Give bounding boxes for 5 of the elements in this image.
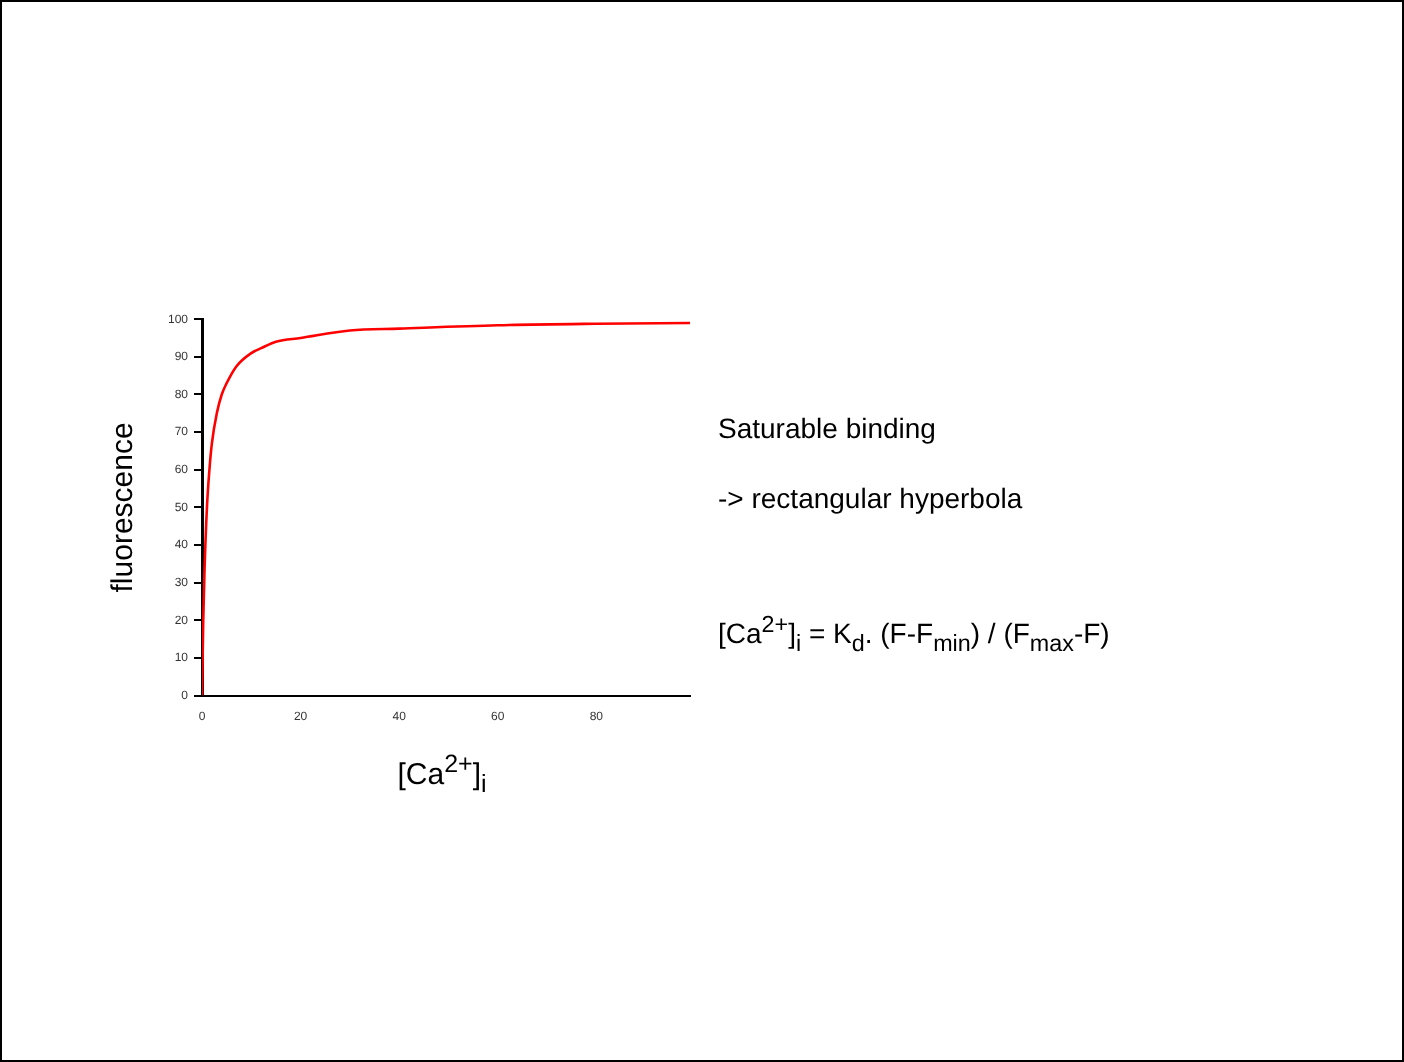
text: [Ca$^{2+}$]$_{i}$ = K$_{d}$. (F-F$_{min}$) / (F$_{max}$-F) — [718, 612, 1110, 657]
y-axis-title: fluorescence — [106, 422, 141, 593]
text: -> rectangular hyperbola — [718, 482, 1023, 514]
x-axis-title: [Ca$^{2+}$]$_{i}$ — [395, 750, 489, 798]
text: Saturable binding — [718, 412, 936, 444]
